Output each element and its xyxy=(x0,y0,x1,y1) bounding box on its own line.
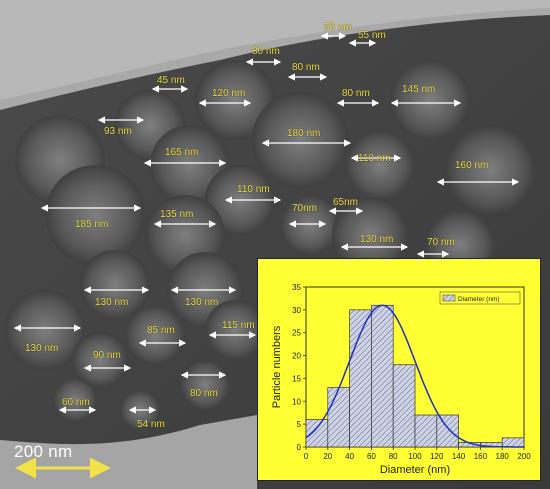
measurement-label: 85 nm xyxy=(147,325,175,336)
measurement-label: 55 nm xyxy=(358,30,386,41)
measurement-label: 185 nm xyxy=(75,219,109,230)
measurement-label: 165 nm xyxy=(165,147,199,158)
histogram-bar xyxy=(327,387,350,448)
measurement-label: 80 nm xyxy=(190,388,218,399)
measurement-label: 54 nm xyxy=(137,419,165,430)
legend-entry: Diameter (nm) xyxy=(458,296,500,303)
y-tick-label: 25 xyxy=(292,329,301,338)
x-tick-label: 20 xyxy=(323,452,332,461)
x-tick-label: 160 xyxy=(474,452,488,461)
y-axis-label: Particle numbers xyxy=(271,325,283,408)
measurement-label: 115 nm xyxy=(222,320,255,331)
histogram-bar xyxy=(436,414,459,448)
measurement-label: 93 nm xyxy=(104,126,132,137)
histogram-bar xyxy=(501,437,525,448)
gaussian-fit-curve xyxy=(305,304,524,448)
measurement-label: 180 nm xyxy=(287,128,321,139)
measurement-label: 90 nm xyxy=(93,350,121,361)
histogram-bar xyxy=(414,414,438,448)
measurement-arrows xyxy=(13,32,520,414)
measurement-label: 160 nm xyxy=(455,160,489,171)
histogram-chart: 0 5 10 15 20 25 30 35 0 20 40 60 80 100 120 140 160 180 2… xyxy=(271,283,531,476)
measurement-label: 110 nm xyxy=(358,153,391,164)
measurement-label: 130 nm xyxy=(25,343,59,354)
y-tick-label: 10 xyxy=(292,397,301,406)
histogram-bar xyxy=(371,304,394,448)
x-tick-label: 140 xyxy=(452,452,466,461)
measurement-label: 80 nm xyxy=(252,46,280,57)
y-tick-label: 30 xyxy=(292,306,301,315)
x-tick-label: 120 xyxy=(430,452,444,461)
measurement-label: 110 nm xyxy=(237,184,270,195)
measurement-label: 60 nm xyxy=(62,397,90,408)
measurement-label: 70nm xyxy=(292,203,318,214)
x-tick-label: 180 xyxy=(496,452,510,461)
measurement-label: 65nm xyxy=(333,197,359,208)
measurement-label: 80 nm xyxy=(342,88,370,99)
histogram-inset: 0 5 10 15 20 25 30 35 0 20 40 60 80 100 120 140 160 180 2… xyxy=(257,258,541,481)
measurement-label: 145 nm xyxy=(402,84,436,95)
x-axis-label: Diameter (nm) xyxy=(380,464,450,476)
y-tick-label: 35 xyxy=(292,283,301,292)
y-tick-label: 5 xyxy=(297,420,302,429)
measurement-label: 135 nm xyxy=(160,209,194,220)
y-tick-label: 20 xyxy=(292,352,301,361)
x-tick-label: 0 xyxy=(304,452,309,461)
scale-bar-label: 200 nm xyxy=(14,442,73,461)
measurement-label: 130 nm xyxy=(185,297,219,308)
measurement-label: 70 nm xyxy=(427,237,455,248)
measurement-label: 120 nm xyxy=(212,88,246,99)
measurement-label: 130 nm xyxy=(360,234,394,245)
measurement-label: 45 nm xyxy=(157,75,185,86)
histogram-bar xyxy=(305,419,329,448)
legend: Diameter (nm) xyxy=(439,291,521,305)
y-tick-label: 0 xyxy=(297,443,302,452)
histogram-bar xyxy=(392,364,416,448)
histogram-bar xyxy=(349,309,372,448)
x-tick-label: 200 xyxy=(517,452,531,461)
x-tick-label: 100 xyxy=(408,452,422,461)
x-tick-label: 80 xyxy=(389,452,398,461)
y-tick-label: 15 xyxy=(292,374,301,383)
legend-swatch xyxy=(442,294,456,302)
x-tick-label: 60 xyxy=(367,452,376,461)
measurement-label: 50 nm xyxy=(324,22,352,33)
x-tick-label: 40 xyxy=(345,452,354,461)
measurement-label: 130 nm xyxy=(95,297,129,308)
measurement-label: 80 nm xyxy=(292,62,320,73)
